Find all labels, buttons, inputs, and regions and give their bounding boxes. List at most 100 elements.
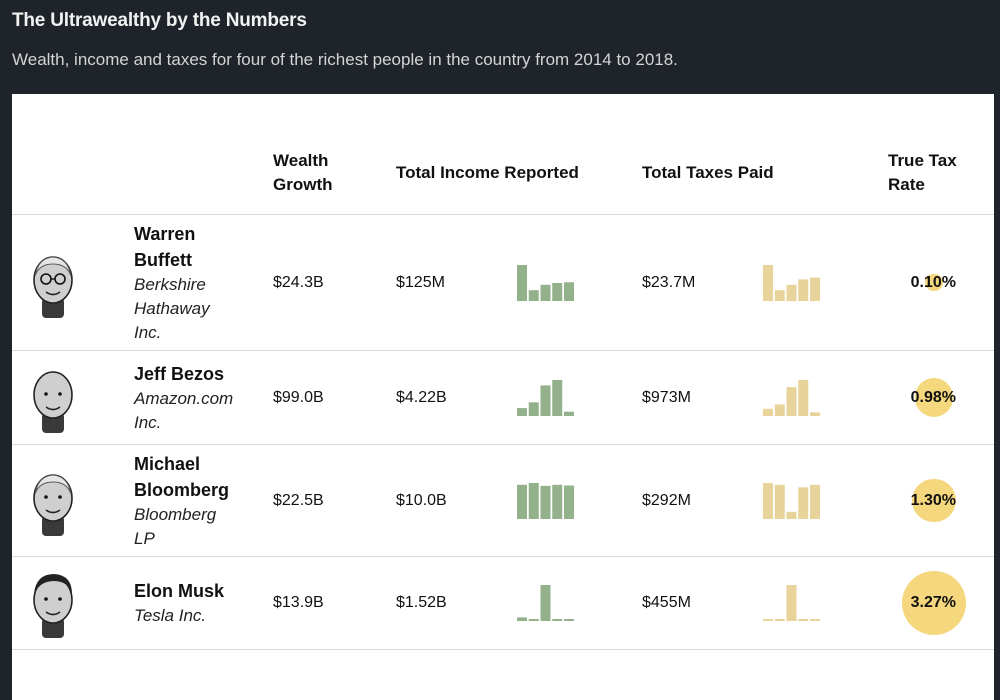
header-line: Growth xyxy=(273,175,333,194)
header-line: Rate xyxy=(888,175,925,194)
sparkline-bar xyxy=(763,619,773,621)
company-name: Amazon.com xyxy=(134,388,234,408)
true-tax-rate: 0.10% xyxy=(890,215,980,350)
sparkline-bar xyxy=(540,284,551,301)
sparkline-bar xyxy=(564,619,574,621)
sparkline-bar xyxy=(517,264,527,301)
sparkline-bar xyxy=(517,484,527,519)
sparkline-bar xyxy=(774,403,785,416)
table-row: Jeff Bezos Amazon.com Inc. $99.0B $4.22B $973… xyxy=(12,351,994,444)
sparkline-chart xyxy=(763,585,820,621)
column-header-total-taxes: Total Taxes Paid xyxy=(642,163,774,182)
true-tax-rate-value: 0.10% xyxy=(910,273,956,291)
true-tax-rate-value: 3.27% xyxy=(910,594,956,611)
sparkline-bar xyxy=(798,379,809,416)
total-income-value: $4.22B xyxy=(396,388,447,406)
sparkline-bar xyxy=(810,277,820,301)
sparkline-bar xyxy=(540,485,551,519)
sparkline-chart xyxy=(763,379,820,416)
company-name: Bloomberg xyxy=(134,504,217,524)
sparkline-bar xyxy=(540,585,551,621)
total-taxes-value: $455M xyxy=(642,594,691,611)
wealth-growth-value: $99.0B xyxy=(273,388,324,406)
page-title: The Ultrawealthy by the Numbers xyxy=(12,10,307,31)
sparkline-bar xyxy=(798,278,809,301)
sparkline-bar xyxy=(774,619,785,621)
sparkline-bar xyxy=(564,411,574,416)
company-name: Hathaway xyxy=(134,298,210,318)
row-divider xyxy=(12,649,994,650)
avatar xyxy=(24,361,84,440)
rate-bubble xyxy=(902,571,966,635)
sparkline-bar xyxy=(528,482,539,519)
sparkline-bar xyxy=(798,619,809,621)
sparkline-bar xyxy=(810,484,820,519)
table-row: Elon Musk Tesla Inc. $13.9B $1.52B $455M 3.27… xyxy=(12,557,994,649)
page-subtitle: Wealth, income and taxes for four of the… xyxy=(12,50,678,69)
sparkline-bar xyxy=(786,511,797,519)
company-name: Inc. xyxy=(134,322,162,342)
column-header-total-income: Total Income Reported xyxy=(396,163,579,182)
true-tax-rate-value: 0.98% xyxy=(910,388,956,406)
company-name: Berkshire xyxy=(134,274,206,294)
row-divider xyxy=(12,350,994,351)
header-line: Wealth xyxy=(273,151,329,170)
true-tax-rate-value: 1.30% xyxy=(910,491,956,509)
sparkline-bar xyxy=(517,407,527,416)
total-income-value: $1.52B xyxy=(396,594,447,611)
sparkline-bar xyxy=(786,284,797,301)
sparkline-bar xyxy=(552,619,563,621)
table-row: Michael Bloomberg Bloomberg LP $22.5B $10.0B $… xyxy=(12,445,994,556)
wealth-growth-value: $22.5B xyxy=(273,491,324,509)
sparkline-bar xyxy=(763,264,773,301)
row-divider xyxy=(12,444,994,445)
sparkline-bar xyxy=(810,619,820,621)
sparkline-bar xyxy=(564,281,574,301)
portrait-icon xyxy=(33,255,73,318)
sparkline-bar xyxy=(528,619,539,621)
company-name: Inc. xyxy=(134,412,162,432)
sparkline-bar xyxy=(774,484,785,519)
sparkline-bar xyxy=(810,411,820,416)
person-name: Michael Bloomberg Bloomberg LP xyxy=(134,451,254,551)
avatar xyxy=(24,566,84,645)
avatar xyxy=(24,246,84,325)
column-header-true-tax-rate: True Tax Rate xyxy=(888,149,957,197)
column-header-wealth-growth: Wealth Growth xyxy=(273,149,333,197)
true-tax-rate: 0.98% xyxy=(890,351,980,444)
total-taxes-value: $292M xyxy=(642,491,691,509)
rate-bubble xyxy=(914,378,954,417)
true-tax-rate: 1.30% xyxy=(890,445,980,556)
sparkline-bar xyxy=(786,585,797,621)
rate-bubble xyxy=(912,478,956,523)
avatar xyxy=(24,464,84,543)
person-name-line: Michael xyxy=(134,453,201,474)
person-name-line: Warren xyxy=(134,223,196,244)
sparkline-chart xyxy=(763,264,820,301)
total-income-value: $10.0B xyxy=(396,491,447,509)
person-name-line: Bloomberg xyxy=(134,479,230,500)
total-taxes-value: $973M xyxy=(642,388,691,406)
sparkline-bar xyxy=(552,379,563,416)
sparkline-chart xyxy=(517,379,574,416)
sparkline-bar xyxy=(763,482,773,519)
row-divider xyxy=(12,556,994,557)
true-tax-rate: 3.27% xyxy=(890,557,980,649)
sparkline-chart xyxy=(517,585,574,621)
person-name-line: Elon Musk xyxy=(134,581,225,601)
rate-bubble xyxy=(925,273,943,292)
sparkline-chart xyxy=(763,482,820,519)
wealth-growth-value: $24.3B xyxy=(273,273,324,291)
sparkline-chart xyxy=(517,264,574,301)
header-line: True Tax xyxy=(888,151,957,170)
sparkline-bar xyxy=(528,401,539,416)
person-name: Jeff Bezos Amazon.com Inc. xyxy=(134,361,254,435)
sparkline-bar xyxy=(552,282,563,301)
header-divider xyxy=(12,214,994,215)
sparkline-bar xyxy=(564,485,574,519)
total-income-value: $125M xyxy=(396,273,445,291)
sparkline-bar xyxy=(528,289,539,301)
sparkline-bar xyxy=(517,617,527,621)
wealth-growth-value: $13.9B xyxy=(273,594,324,611)
sparkline-bar xyxy=(763,408,773,416)
